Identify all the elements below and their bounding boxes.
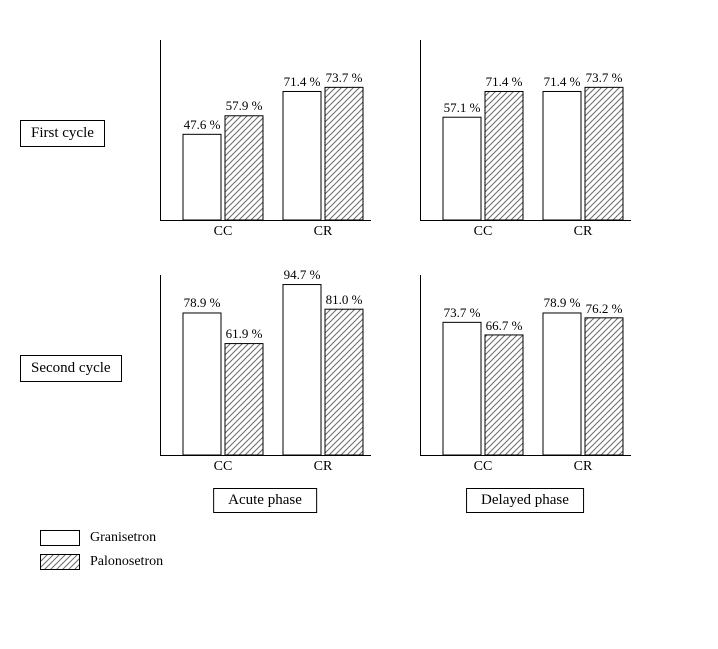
value-label: 47.6 %: [184, 117, 221, 133]
phase-label-acute: Acute phase: [213, 488, 317, 513]
legend-item-palonosetron: Palonosetron: [40, 554, 163, 570]
value-label: 66.7 %: [486, 318, 523, 334]
legend-label: Palonosetron: [90, 554, 163, 570]
panel-second-delayed: 73.7 % 66.7 % 78.9 % 76.2 % CC CR: [420, 275, 631, 456]
row-label-first-cycle: First cycle: [20, 120, 105, 147]
value-label: 78.9 %: [544, 295, 581, 311]
value-label: 57.9 %: [226, 98, 263, 114]
category-label: CC: [474, 224, 493, 240]
panel-first-delayed: 57.1 % 71.4 % 71.4 % 73.7 % CC CR: [420, 40, 631, 221]
value-label: 73.7 %: [326, 70, 363, 86]
category-label: CR: [314, 224, 333, 240]
category-label: CR: [314, 459, 333, 475]
figure: First cycle Second cycle 47.6 % 57.9 % 7…: [20, 20, 698, 629]
legend-swatch: [40, 530, 80, 546]
legend-swatch: [40, 554, 80, 570]
value-label: 61.9 %: [226, 326, 263, 342]
value-label: 57.1 %: [444, 100, 481, 116]
panel-second-acute: 78.9 % 61.9 % 94.7 % 81.0 % CC CR: [160, 275, 371, 456]
category-label: CR: [574, 224, 593, 240]
bars-svg: [421, 40, 631, 220]
category-label: CC: [214, 224, 233, 240]
phase-label-delayed: Delayed phase: [466, 488, 584, 513]
category-label: CC: [474, 459, 493, 475]
category-label: CC: [214, 459, 233, 475]
value-label: 78.9 %: [184, 295, 221, 311]
value-label: 71.4 %: [284, 74, 321, 90]
value-label: 76.2 %: [586, 301, 623, 317]
legend: Granisetron Palonosetron: [40, 530, 163, 578]
category-label: CR: [574, 459, 593, 475]
value-label: 73.7 %: [586, 70, 623, 86]
value-label: 73.7 %: [444, 305, 481, 321]
legend-item-granisetron: Granisetron: [40, 530, 163, 546]
value-label: 71.4 %: [544, 74, 581, 90]
row-label-second-cycle: Second cycle: [20, 355, 122, 382]
legend-label: Granisetron: [90, 530, 156, 546]
value-label: 94.7 %: [284, 267, 321, 283]
value-label: 81.0 %: [326, 292, 363, 308]
panel-first-acute: 47.6 % 57.9 % 71.4 % 73.7 % CC CR: [160, 40, 371, 221]
value-label: 71.4 %: [486, 74, 523, 90]
